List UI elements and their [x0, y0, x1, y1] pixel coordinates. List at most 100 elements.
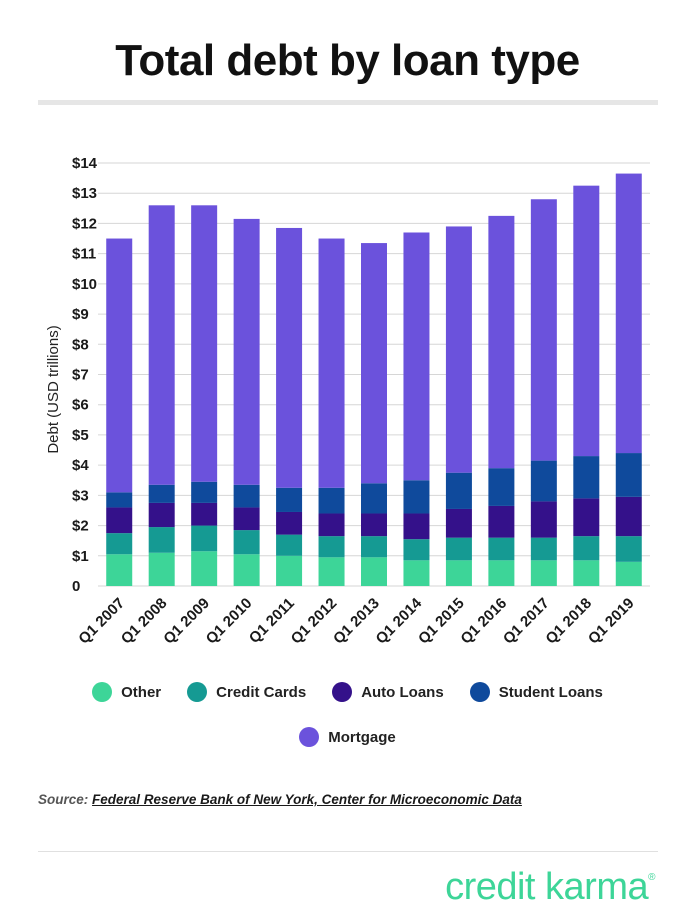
bar-segment-mortgage: [318, 238, 345, 488]
bar-segment-auto-loans: [488, 505, 515, 538]
footer-divider: [38, 851, 658, 852]
bar-segment-auto-loans: [445, 508, 472, 538]
y-tick-label: $1: [72, 548, 89, 565]
y-tick-label: $8: [72, 336, 89, 353]
bar-segment-credit-cards: [318, 536, 345, 558]
bar-segment-other: [106, 554, 133, 586]
bar-segment-credit-cards: [191, 525, 218, 552]
bar-segment-student-loans: [318, 487, 345, 514]
bar-segment-auto-loans: [106, 507, 133, 534]
bar-segment-credit-cards: [445, 537, 472, 561]
bar-segment-other: [615, 561, 642, 586]
x-tick-label: Q1 2017: [500, 595, 553, 648]
bar-segment-other: [488, 560, 515, 586]
y-axis-label: Debt (USD trillions): [45, 325, 62, 453]
x-tick-label: Q1 2007: [75, 595, 128, 648]
bar-segment-credit-cards: [615, 536, 642, 562]
bar-segment-credit-cards: [573, 536, 600, 561]
credit-karma-logo: credit karma®: [445, 866, 655, 909]
legend-label-auto-loans: Auto Loans: [361, 683, 444, 701]
bar-segment-mortgage: [106, 238, 133, 493]
legend-item-other: Other: [92, 682, 161, 702]
bar-segment-student-loans: [488, 468, 515, 506]
bar-segment-auto-loans: [148, 502, 175, 528]
x-tick-label: Q1 2016: [458, 595, 511, 648]
bar-segment-credit-cards: [106, 533, 133, 555]
bar-segment-student-loans: [361, 483, 387, 514]
bar-segment-mortgage: [615, 173, 642, 454]
bar-segment-student-loans: [445, 472, 472, 509]
y-tick-label: $2: [72, 518, 89, 535]
bar-segment-student-loans: [191, 481, 218, 503]
bar-segment-student-loans: [106, 492, 133, 508]
brand-name: credit karma: [445, 866, 649, 908]
bar-segment-mortgage: [530, 199, 557, 461]
x-tick-label: Q1 2018: [542, 595, 595, 648]
bar-segment-student-loans: [530, 460, 557, 502]
legend-item-credit-cards: Credit Cards: [187, 682, 306, 702]
bar-segment-credit-cards: [530, 537, 557, 561]
title-divider: [38, 100, 658, 105]
y-tick-label: $10: [72, 276, 97, 293]
bar-segment-auto-loans: [233, 507, 260, 531]
y-tick-label: 0: [72, 578, 80, 595]
bar-segment-other: [361, 557, 387, 586]
y-tick-label: $5: [72, 427, 89, 444]
legend-swatch-student-loans: [469, 682, 490, 702]
bar-segment-auto-loans: [361, 513, 387, 537]
x-tick-label: Q1 2019: [585, 595, 638, 648]
bar-segment-auto-loans: [276, 511, 303, 535]
bar-segment-mortgage: [403, 232, 430, 481]
bar-segment-credit-cards: [361, 536, 387, 558]
legend-label-mortgage: Mortgage: [328, 728, 396, 746]
legend-item-auto-loans: Auto Loans: [332, 682, 444, 702]
bars: [106, 173, 642, 586]
bar-segment-student-loans: [615, 453, 642, 497]
bar-segment-student-loans: [148, 484, 175, 503]
bar-segment-credit-cards: [233, 530, 260, 555]
legend-row-1: Other Credit Cards Auto Loans Student Lo…: [0, 682, 695, 702]
bar-segment-credit-cards: [276, 534, 303, 556]
bar-segment-auto-loans: [573, 498, 600, 537]
source-label: Source:: [38, 792, 89, 807]
x-tick-label: Q1 2008: [118, 595, 171, 648]
legend-swatch-credit-cards: [187, 682, 208, 702]
bar-segment-other: [191, 551, 218, 586]
legend-swatch-auto-loans: [332, 682, 353, 702]
bar-segment-credit-cards: [403, 539, 430, 561]
bar-segment-student-loans: [276, 487, 303, 512]
bar-segment-credit-cards: [488, 537, 515, 561]
bar-segment-other: [276, 555, 303, 586]
bar-segment-other: [233, 554, 260, 586]
x-tick-label: Q1 2015: [415, 595, 468, 648]
bar-segment-other: [530, 560, 557, 586]
bar-segment-auto-loans: [530, 501, 557, 538]
y-tick-label: $14: [72, 155, 98, 172]
bar-segment-student-loans: [233, 484, 260, 508]
legend-label-credit-cards: Credit Cards: [216, 683, 307, 701]
bar-segment-other: [445, 560, 472, 586]
legend-swatch-mortgage: [299, 727, 320, 747]
y-tick-label: $12: [72, 215, 97, 232]
bar-segment-mortgage: [191, 205, 218, 482]
x-tick-label: Q1 2009: [160, 595, 213, 648]
chart-title: Total debt by loan type: [115, 36, 580, 85]
bar-segment-credit-cards: [148, 527, 175, 553]
legend-row-2: Mortgage: [0, 727, 695, 747]
bar-segment-auto-loans: [191, 502, 218, 526]
source-note: Source: Federal Reserve Bank of New York…: [38, 792, 522, 807]
bar-segment-other: [318, 557, 345, 586]
legend-label-other: Other: [121, 683, 162, 701]
y-tick-label: $6: [72, 397, 89, 414]
x-tick-label: Q1 2012: [288, 595, 341, 648]
bar-segment-other: [403, 560, 430, 586]
y-tick-label: $7: [72, 367, 89, 384]
source-link[interactable]: Federal Reserve Bank of New York, Center…: [92, 792, 522, 807]
bar-segment-mortgage: [148, 205, 175, 485]
bar-segment-other: [148, 552, 175, 586]
y-tick-label: $3: [72, 487, 89, 504]
bar-segment-auto-loans: [615, 496, 642, 537]
bar-segment-auto-loans: [318, 513, 345, 537]
brand-mark: ®: [648, 872, 655, 883]
